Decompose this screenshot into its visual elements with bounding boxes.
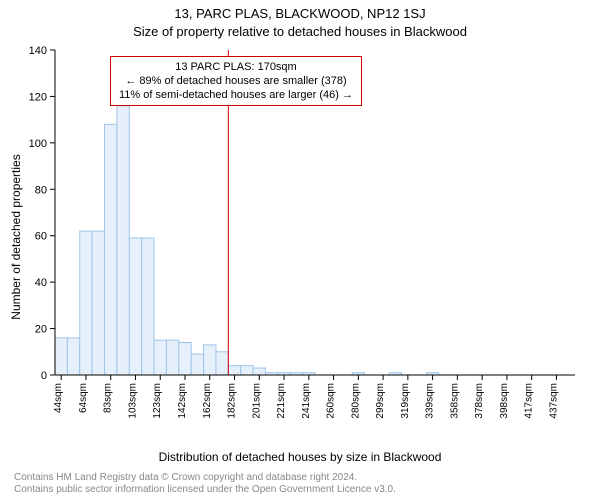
histogram-bar xyxy=(241,366,253,375)
histogram-bar xyxy=(166,340,178,375)
chart-supertitle: 13, PARC PLAS, BLACKWOOD, NP12 1SJ xyxy=(0,6,600,21)
svg-text:162sqm: 162sqm xyxy=(202,383,213,419)
histogram-bar xyxy=(105,124,117,375)
histogram-bar xyxy=(253,368,265,375)
svg-text:339sqm: 339sqm xyxy=(425,383,436,419)
histogram-bar xyxy=(142,238,154,375)
infobox-line3: 11% of semi-detached houses are larger (… xyxy=(119,88,353,102)
svg-text:20: 20 xyxy=(35,324,47,336)
x-axis-label: Distribution of detached houses by size … xyxy=(0,450,600,464)
infobox-line2: ← 89% of detached houses are smaller (37… xyxy=(119,74,353,88)
attribution-text: Contains HM Land Registry data © Crown c… xyxy=(14,472,586,496)
histogram-bar xyxy=(55,338,67,375)
svg-text:120: 120 xyxy=(29,91,47,103)
histogram-bar xyxy=(117,106,129,375)
histogram-bar xyxy=(129,238,141,375)
svg-text:260sqm: 260sqm xyxy=(326,383,337,419)
svg-text:299sqm: 299sqm xyxy=(375,383,386,419)
histogram-bar xyxy=(67,338,79,375)
svg-text:0: 0 xyxy=(41,370,47,382)
svg-text:123sqm: 123sqm xyxy=(152,383,163,419)
svg-text:142sqm: 142sqm xyxy=(177,383,188,419)
svg-text:103sqm: 103sqm xyxy=(127,383,138,419)
histogram-bar xyxy=(92,231,104,375)
reference-info-box: 13 PARC PLAS: 170sqm ← 89% of detached h… xyxy=(110,56,362,106)
svg-text:182sqm: 182sqm xyxy=(227,383,238,419)
histogram-bar xyxy=(179,343,191,376)
svg-text:80: 80 xyxy=(35,184,47,196)
chart-title: Size of property relative to detached ho… xyxy=(0,24,600,39)
svg-text:100: 100 xyxy=(29,138,47,150)
svg-text:64sqm: 64sqm xyxy=(78,383,89,413)
histogram-bar xyxy=(228,366,240,375)
svg-text:241sqm: 241sqm xyxy=(301,383,312,419)
svg-text:201sqm: 201sqm xyxy=(251,383,262,419)
svg-text:417sqm: 417sqm xyxy=(524,383,535,419)
svg-text:280sqm: 280sqm xyxy=(350,383,361,419)
attribution-line2: Contains public sector information licen… xyxy=(14,484,586,496)
svg-text:319sqm: 319sqm xyxy=(400,383,411,419)
attribution-line1: Contains HM Land Registry data © Crown c… xyxy=(14,472,586,484)
y-axis-label: Number of detached properties xyxy=(9,127,23,347)
svg-text:398sqm: 398sqm xyxy=(499,383,510,419)
svg-text:358sqm: 358sqm xyxy=(449,383,460,419)
svg-text:378sqm: 378sqm xyxy=(474,383,485,419)
histogram-bar xyxy=(154,340,166,375)
svg-text:44sqm: 44sqm xyxy=(53,383,64,413)
histogram-bar xyxy=(191,354,203,375)
histogram-bar xyxy=(216,352,228,375)
histogram-bar xyxy=(204,345,216,375)
infobox-line1: 13 PARC PLAS: 170sqm xyxy=(119,60,353,74)
svg-text:40: 40 xyxy=(35,277,47,289)
svg-text:60: 60 xyxy=(35,231,47,243)
svg-text:83sqm: 83sqm xyxy=(103,383,114,413)
chart-container: 13, PARC PLAS, BLACKWOOD, NP12 1SJ Size … xyxy=(0,0,600,500)
svg-text:437sqm: 437sqm xyxy=(548,383,559,419)
svg-text:140: 140 xyxy=(29,45,47,57)
svg-text:221sqm: 221sqm xyxy=(276,383,287,419)
histogram-bar xyxy=(80,231,92,375)
